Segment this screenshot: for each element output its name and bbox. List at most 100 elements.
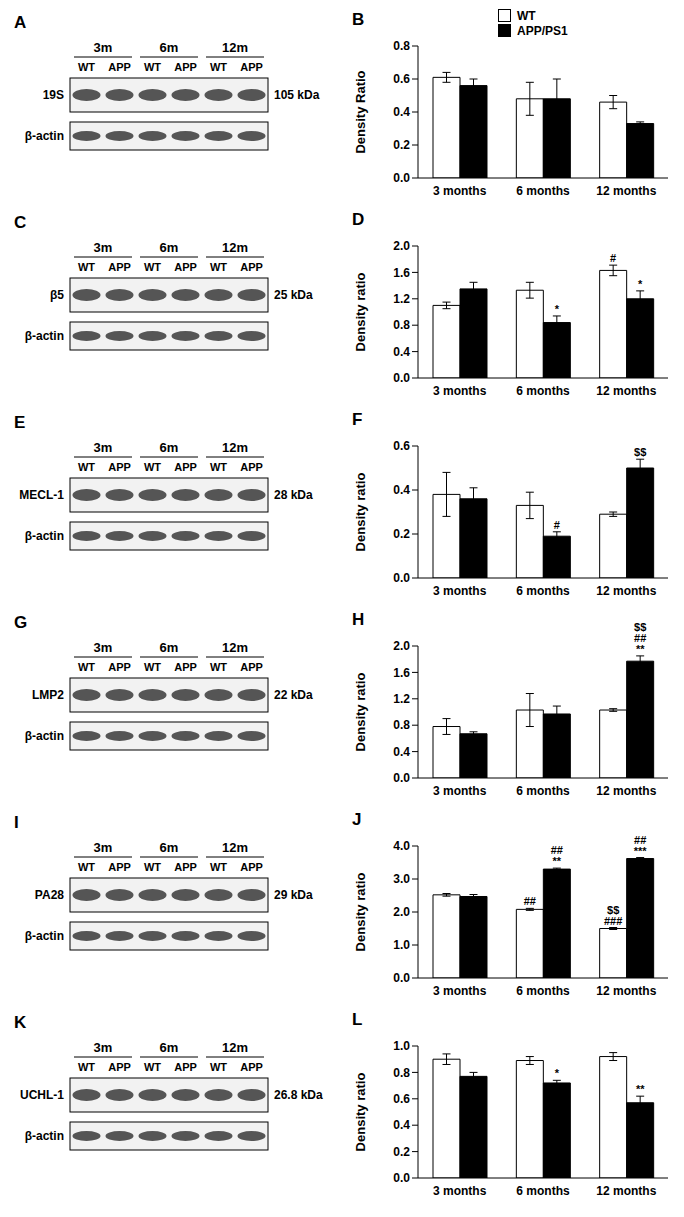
svg-text:UCHL-1: UCHL-1 xyxy=(20,1088,64,1102)
svg-text:APP: APP xyxy=(174,861,197,873)
svg-text:0.4: 0.4 xyxy=(393,745,410,759)
svg-text:Density ratio: Density ratio xyxy=(353,673,368,752)
svg-text:WT: WT xyxy=(144,461,161,473)
svg-text:WT: WT xyxy=(210,461,227,473)
svg-text:25 kDa: 25 kDa xyxy=(274,288,313,302)
svg-text:β-actin: β-actin xyxy=(25,129,64,143)
svg-text:G: G xyxy=(14,613,27,632)
svg-text:**: ** xyxy=(636,1083,645,1095)
svg-text:APP: APP xyxy=(240,1061,263,1073)
svg-text:12m: 12m xyxy=(222,440,248,455)
svg-text:APP: APP xyxy=(174,61,197,73)
svg-text:APP: APP xyxy=(174,461,197,473)
svg-text:3m: 3m xyxy=(94,40,113,55)
svg-text:APP: APP xyxy=(240,261,263,273)
svg-text:3m: 3m xyxy=(94,240,113,255)
svg-text:***: *** xyxy=(634,845,648,857)
svg-text:19S: 19S xyxy=(43,88,64,102)
svg-text:APP: APP xyxy=(108,461,131,473)
svg-text:*: * xyxy=(638,278,643,290)
svg-text:*: * xyxy=(555,303,560,315)
svg-text:**: ** xyxy=(636,643,645,655)
svg-text:A: A xyxy=(14,13,26,32)
svg-text:#: # xyxy=(554,519,560,531)
svg-text:Density ratio: Density ratio xyxy=(353,1073,368,1152)
svg-text:β-actin: β-actin xyxy=(25,729,64,743)
svg-text:1.6: 1.6 xyxy=(393,666,410,680)
svg-text:APP: APP xyxy=(240,661,263,673)
svg-text:0.2: 0.2 xyxy=(393,1145,410,1159)
svg-text:0.4: 0.4 xyxy=(393,105,410,119)
svg-text:WT: WT xyxy=(144,861,161,873)
svg-text:3 months: 3 months xyxy=(433,784,487,798)
svg-text:12 months: 12 months xyxy=(596,784,656,798)
svg-text:WT: WT xyxy=(78,261,95,273)
svg-text:WT: WT xyxy=(210,261,227,273)
svg-text:0.2: 0.2 xyxy=(393,138,410,152)
svg-text:2.0: 2.0 xyxy=(393,239,410,253)
svg-text:12m: 12m xyxy=(222,240,248,255)
svg-text:12m: 12m xyxy=(222,40,248,55)
svg-text:Density ratio: Density ratio xyxy=(353,873,368,952)
svg-text:3 months: 3 months xyxy=(433,184,487,198)
svg-text:6m: 6m xyxy=(160,640,179,655)
svg-text:APP: APP xyxy=(174,661,197,673)
svg-text:0.0: 0.0 xyxy=(393,571,410,585)
svg-text:12 months: 12 months xyxy=(596,1184,656,1198)
svg-text:2.0: 2.0 xyxy=(393,639,410,653)
svg-text:*: * xyxy=(555,1067,560,1079)
svg-text:APP: APP xyxy=(240,461,263,473)
svg-text:3.0: 3.0 xyxy=(393,872,410,886)
svg-text:1.2: 1.2 xyxy=(393,292,410,306)
svg-text:6m: 6m xyxy=(160,1040,179,1055)
svg-text:1.0: 1.0 xyxy=(393,1039,410,1053)
svg-text:APP: APP xyxy=(108,861,131,873)
svg-text:WT: WT xyxy=(78,1061,95,1073)
svg-text:WT: WT xyxy=(78,861,95,873)
svg-text:2.0: 2.0 xyxy=(393,905,410,919)
svg-text:105 kDa: 105 kDa xyxy=(274,88,320,102)
svg-text:WT: WT xyxy=(210,1061,227,1073)
svg-text:I: I xyxy=(14,813,19,832)
svg-text:PA28: PA28 xyxy=(35,888,64,902)
svg-text:12m: 12m xyxy=(222,1040,248,1055)
svg-text:E: E xyxy=(14,413,25,432)
svg-text:3 months: 3 months xyxy=(433,584,487,598)
svg-text:12m: 12m xyxy=(222,840,248,855)
svg-text:LMP2: LMP2 xyxy=(32,688,64,702)
svg-text:12 months: 12 months xyxy=(596,184,656,198)
svg-text:WT: WT xyxy=(144,261,161,273)
svg-text:β-actin: β-actin xyxy=(25,329,64,343)
svg-text:0.0: 0.0 xyxy=(393,1171,410,1185)
svg-text:29 kDa: 29 kDa xyxy=(274,888,313,902)
svg-text:C: C xyxy=(14,213,26,232)
svg-text:28 kDa: 28 kDa xyxy=(274,488,313,502)
svg-text:APP: APP xyxy=(108,661,131,673)
svg-text:0.4: 0.4 xyxy=(393,483,410,497)
svg-text:0.8: 0.8 xyxy=(393,1066,410,1080)
svg-text:22 kDa: 22 kDa xyxy=(274,688,313,702)
svg-text:6m: 6m xyxy=(160,840,179,855)
svg-text:APP: APP xyxy=(174,1061,197,1073)
svg-text:WT: WT xyxy=(78,61,95,73)
svg-text:###: ### xyxy=(604,915,622,927)
svg-text:$$: $$ xyxy=(634,446,646,458)
svg-text:4.0: 4.0 xyxy=(393,839,410,853)
svg-text:APP: APP xyxy=(108,1061,131,1073)
svg-text:0.0: 0.0 xyxy=(393,771,410,785)
svg-text:0.0: 0.0 xyxy=(393,971,410,985)
svg-text:1.0: 1.0 xyxy=(393,938,410,952)
svg-text:6 months: 6 months xyxy=(516,984,570,998)
svg-text:APP: APP xyxy=(174,261,197,273)
svg-text:0.8: 0.8 xyxy=(393,718,410,732)
svg-text:WT: WT xyxy=(210,861,227,873)
svg-text:0.6: 0.6 xyxy=(393,439,410,453)
svg-text:##: ## xyxy=(524,895,536,907)
svg-text:β-actin: β-actin xyxy=(25,929,64,943)
svg-text:1.2: 1.2 xyxy=(393,692,410,706)
svg-text:0.8: 0.8 xyxy=(393,39,410,53)
svg-text:APP: APP xyxy=(240,861,263,873)
svg-text:WT: WT xyxy=(210,661,227,673)
svg-text:3m: 3m xyxy=(94,440,113,455)
svg-text:0.2: 0.2 xyxy=(393,527,410,541)
